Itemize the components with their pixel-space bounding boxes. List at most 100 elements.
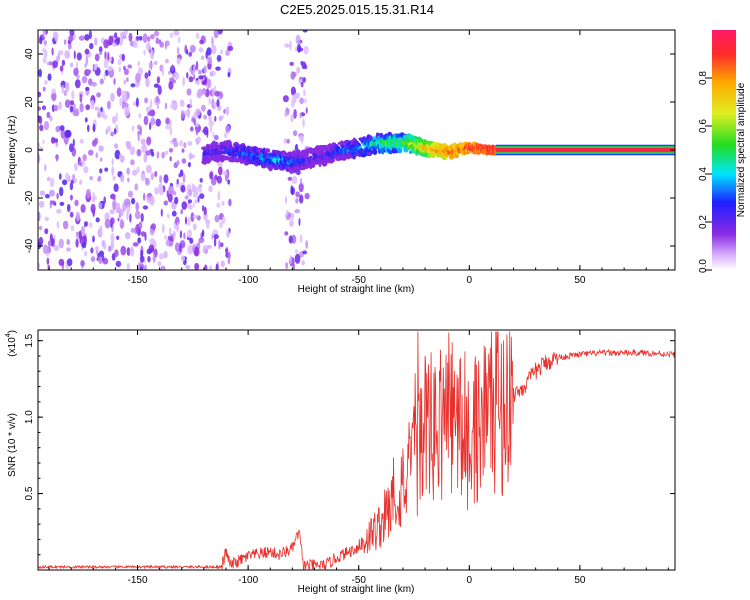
noise-cell bbox=[50, 200, 56, 205]
noise-cell bbox=[142, 205, 149, 210]
noise-cell bbox=[190, 69, 195, 76]
noise-cell bbox=[53, 244, 60, 252]
noise-cell bbox=[58, 258, 65, 266]
noise-cell bbox=[70, 62, 74, 68]
noise-cell bbox=[81, 242, 87, 249]
noise-cell bbox=[201, 229, 205, 237]
noise-cell bbox=[72, 110, 79, 117]
noise-cell bbox=[143, 115, 149, 126]
noise-cell bbox=[228, 198, 232, 207]
noise-cell bbox=[168, 70, 171, 75]
noise-cell bbox=[73, 178, 78, 183]
noise-cell bbox=[93, 64, 98, 71]
noise-cell bbox=[104, 212, 110, 222]
noise-cell bbox=[126, 167, 131, 175]
noise-cell bbox=[165, 117, 170, 125]
noise-cell bbox=[144, 72, 149, 79]
noise-cell bbox=[141, 143, 147, 153]
noise-cell bbox=[127, 177, 130, 183]
noise-cell bbox=[96, 92, 101, 98]
colorbar-ticks: 0.0 0.2 0.4 0.6 0.8 bbox=[698, 71, 712, 273]
noise-cell bbox=[197, 136, 201, 143]
noise-cell bbox=[193, 64, 196, 74]
noise-cell bbox=[294, 253, 301, 264]
noise-cell bbox=[47, 73, 52, 81]
noise-cell bbox=[59, 201, 65, 206]
noise-cell bbox=[111, 166, 115, 176]
noise-cell bbox=[100, 157, 103, 162]
noise-cell bbox=[59, 186, 64, 197]
noise-cell bbox=[73, 67, 79, 77]
noise-cell bbox=[192, 214, 198, 219]
noise-cell bbox=[149, 195, 155, 206]
noise-cell bbox=[75, 238, 79, 248]
noise-cell bbox=[62, 179, 68, 186]
noise-cell bbox=[153, 61, 158, 65]
noise-cell bbox=[68, 35, 74, 42]
noise-cell bbox=[292, 130, 298, 137]
noise-cell bbox=[140, 231, 146, 237]
noise-cell bbox=[120, 245, 127, 256]
noise-cell bbox=[288, 235, 293, 244]
noise-cell bbox=[70, 194, 73, 201]
noise-cell bbox=[52, 60, 58, 69]
x-tick-label: -100 bbox=[238, 575, 258, 586]
noise-cell bbox=[132, 169, 138, 176]
noise-cell bbox=[60, 129, 66, 139]
noise-cell bbox=[42, 244, 49, 255]
noise-cell bbox=[53, 104, 59, 112]
noise-cell bbox=[219, 221, 223, 229]
noise-cell bbox=[90, 99, 95, 110]
noise-cell bbox=[88, 149, 94, 156]
noise-cell bbox=[227, 251, 231, 260]
noise-cell bbox=[169, 156, 172, 162]
noise-cell bbox=[51, 47, 54, 56]
noise-cell bbox=[287, 176, 293, 181]
noise-cell bbox=[204, 264, 208, 270]
noise-cell bbox=[161, 67, 165, 77]
noise-cell bbox=[39, 190, 46, 196]
noise-cell bbox=[66, 204, 71, 212]
noise-cell bbox=[299, 97, 304, 105]
noise-cell bbox=[126, 262, 130, 270]
noise-cell bbox=[133, 39, 138, 49]
ridge-cell bbox=[329, 158, 335, 163]
noise-cell bbox=[131, 125, 135, 132]
noise-cell bbox=[121, 90, 128, 100]
snr-panel: -150 -100 -50 0 50 0.5 1.0 1.5 Height of straig… bbox=[5, 329, 676, 595]
noise-cell bbox=[63, 90, 67, 97]
noise-cell bbox=[187, 199, 192, 204]
noise-cell bbox=[119, 152, 123, 162]
noise-cell bbox=[130, 83, 136, 88]
noise-cell bbox=[297, 43, 301, 53]
noise-cell bbox=[114, 249, 119, 257]
noise-cell bbox=[163, 174, 169, 184]
noise-cell bbox=[203, 65, 207, 74]
noise-cell bbox=[64, 99, 71, 108]
noise-cell bbox=[206, 244, 212, 249]
noise-cell bbox=[100, 106, 103, 112]
noise-cell bbox=[127, 64, 133, 69]
snr-multiplier-exponent: 4 bbox=[5, 333, 12, 337]
noise-cell bbox=[157, 85, 162, 96]
noise-cell bbox=[38, 200, 45, 208]
noise-cell bbox=[38, 236, 44, 246]
noise-cell bbox=[80, 260, 85, 267]
noise-cell bbox=[44, 80, 48, 85]
noise-cell bbox=[198, 69, 202, 75]
noise-cell bbox=[186, 88, 192, 96]
noise-cell bbox=[108, 35, 114, 46]
noise-cell bbox=[54, 31, 59, 42]
noise-cell bbox=[203, 114, 208, 120]
noise-cell bbox=[187, 216, 191, 227]
noise-cell bbox=[296, 66, 301, 74]
noise-cell bbox=[140, 212, 144, 223]
noise-cell bbox=[199, 39, 204, 45]
noise-cell bbox=[127, 190, 134, 198]
noise-cell bbox=[90, 203, 96, 214]
ridge-cell bbox=[226, 140, 232, 146]
noise-cell bbox=[82, 154, 87, 162]
noise-cell bbox=[186, 72, 189, 79]
colorbar-tick-label: 0.0 bbox=[698, 259, 709, 273]
x-tick-label: 0 bbox=[467, 575, 473, 586]
